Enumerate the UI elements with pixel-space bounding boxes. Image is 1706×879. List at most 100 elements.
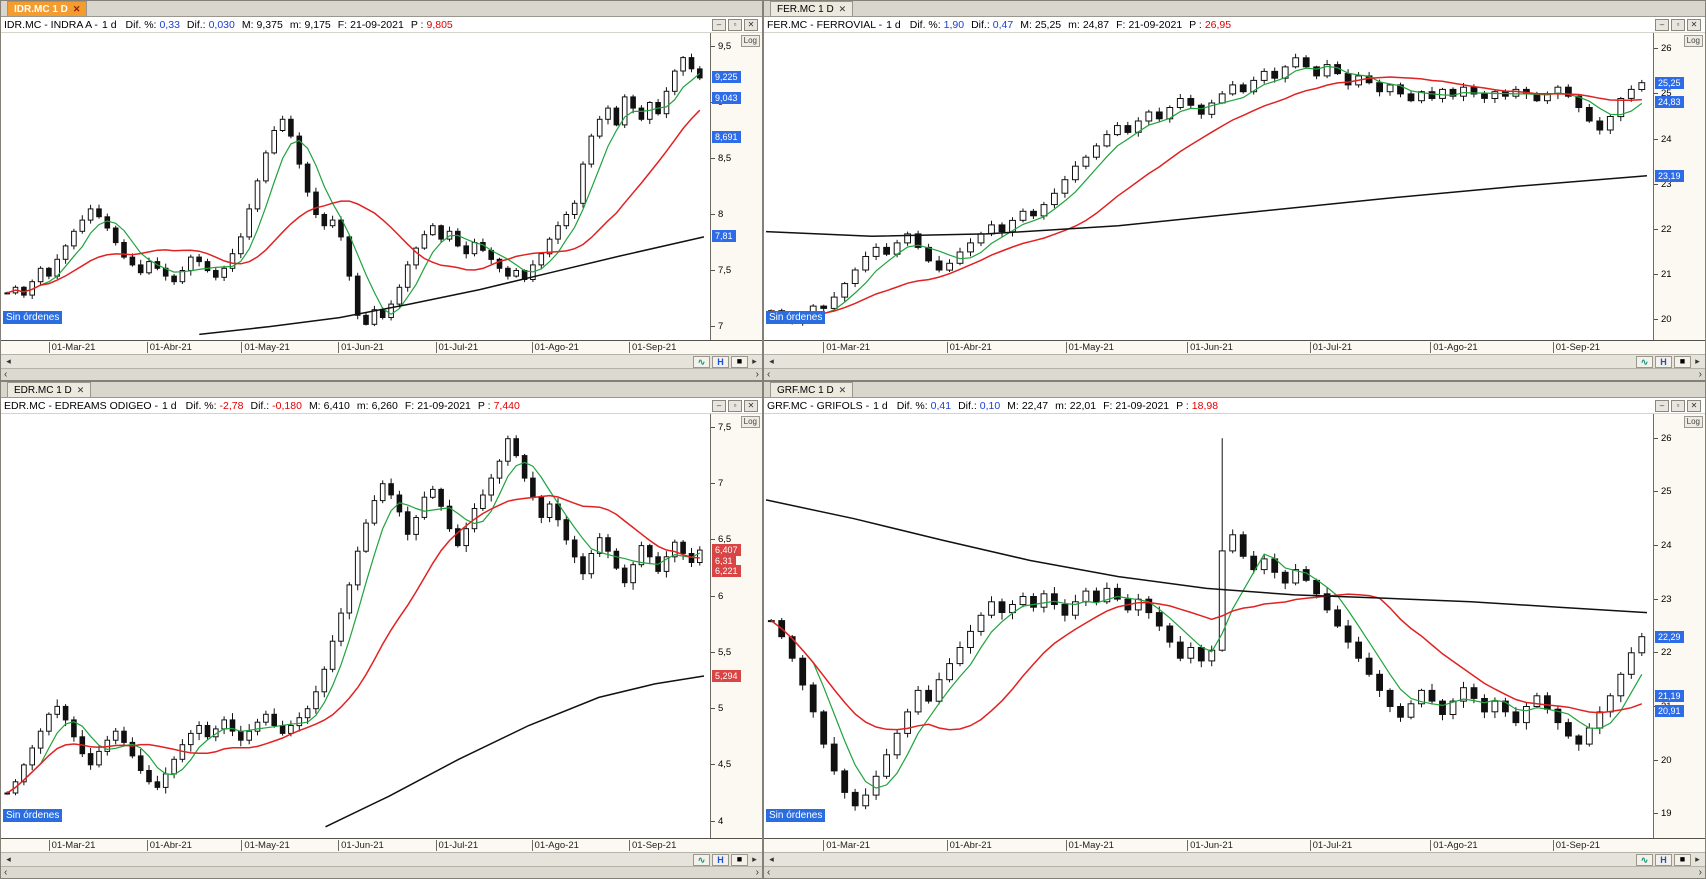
header-field-value: 21-09-2021 [350, 18, 404, 31]
black-square-icon[interactable]: ■ [1674, 355, 1691, 368]
pane-scroll-right-icon[interactable]: › [1698, 866, 1702, 878]
pane-scroll-left-icon[interactable]: ‹ [4, 368, 8, 380]
tab-idr-mc[interactable]: IDR.MC 1 D ✕ [7, 1, 88, 16]
scroll-right-icon[interactable]: ▸ [752, 356, 757, 366]
chart-pane-edr: EDR.MC 1 D ✕ EDR.MC - EDREAMS ODIGEO - 1… [0, 381, 763, 879]
tab-edr-mc[interactable]: EDR.MC 1 D ✕ [7, 382, 92, 397]
indicator-wave-icon[interactable]: ∿ [693, 853, 710, 866]
price-tick: 7 [711, 321, 723, 332]
date-label: 01-Jun-21 [1187, 342, 1233, 353]
time-axis[interactable]: 01-Mar-21 01-Abr-21 01-May-21 01-Jun-21 01-J… [764, 340, 1705, 354]
scroll-left-icon[interactable]: ◂ [769, 356, 774, 366]
time-axis[interactable]: 01-Mar-21 01-Abr-21 01-May-21 01-Jun-21 01-J… [1, 838, 762, 852]
maximize-button[interactable]: ▫ [1671, 18, 1685, 31]
chart-pane-grf: GRF.MC 1 D ✕ GRF.MC - GRIFOLS - 1 d Dif.… [763, 381, 1706, 879]
close-button[interactable]: ✕ [744, 18, 758, 31]
date-label: 01-Mar-21 [823, 342, 870, 353]
pane-scrollbar[interactable]: ‹ › [1, 368, 762, 380]
minimize-button[interactable]: – [712, 399, 726, 412]
price-tick: 22 [1654, 224, 1672, 235]
header-field-value: 9,375 [256, 18, 283, 31]
chart-header: IDR.MC - INDRA A - 1 d Dif. %: 0,33 Dif.: 0… [1, 17, 762, 33]
indicator-wave-icon[interactable]: ∿ [1636, 853, 1653, 866]
scroll-left-icon[interactable]: ◂ [769, 854, 774, 864]
histogram-icon[interactable]: H [712, 355, 729, 368]
close-button[interactable]: ✕ [744, 399, 758, 412]
candlestick-chart[interactable]: Sin órdenes [764, 33, 1653, 340]
date-label: 01-Mar-21 [48, 342, 95, 353]
histogram-icon[interactable]: H [1655, 355, 1672, 368]
time-axis[interactable]: 01-Mar-21 01-Abr-21 01-May-21 01-Jun-21 01-J… [764, 838, 1705, 852]
price-badge: 22,29 [1655, 631, 1684, 644]
price-axis[interactable]: Log 7,5 7 6,5 6 5,5 5 4,5 4 6,407 6,31 6,221 5,294 [710, 414, 762, 838]
price-badge: 5,294 [712, 669, 741, 682]
pane-scroll-right-icon[interactable]: › [755, 368, 759, 380]
tab-strip: GRF.MC 1 D ✕ [764, 382, 1705, 398]
date-label: 01-Sep-21 [1552, 840, 1600, 851]
tab-close-icon[interactable]: ✕ [72, 3, 81, 14]
minimize-button[interactable]: – [1655, 399, 1669, 412]
maximize-button[interactable]: ▫ [728, 18, 742, 31]
date-label: 01-May-21 [1065, 342, 1114, 353]
price-badge: 24,83 [1655, 95, 1684, 108]
date-label: 01-Mar-21 [823, 840, 870, 851]
black-square-icon[interactable]: ■ [731, 355, 748, 368]
minimize-button[interactable]: – [712, 18, 726, 31]
log-scale-button[interactable]: Log [740, 416, 760, 428]
price-axis[interactable]: Log 26 25 24 23 22 21 20 25,25 24,83 23,19 [1653, 33, 1705, 340]
maximize-button[interactable]: ▫ [1671, 399, 1685, 412]
header-field-key: P : [1189, 18, 1202, 31]
candlestick-chart[interactable]: Sin órdenes [764, 414, 1653, 838]
header-field-value: -2,78 [219, 399, 244, 412]
pane-scrollbar[interactable]: ‹ › [764, 368, 1705, 380]
no-orders-badge: Sin órdenes [3, 311, 63, 324]
histogram-icon[interactable]: H [1655, 853, 1672, 866]
log-scale-button[interactable]: Log [1683, 416, 1703, 428]
scroll-left-icon[interactable]: ◂ [6, 356, 11, 366]
tab-grf-mc[interactable]: GRF.MC 1 D ✕ [770, 382, 854, 397]
pane-scrollbar[interactable]: ‹ › [1, 866, 762, 878]
histogram-icon[interactable]: H [712, 853, 729, 866]
black-square-icon[interactable]: ■ [731, 853, 748, 866]
scroll-left-icon[interactable]: ◂ [6, 854, 11, 864]
no-orders-badge: Sin órdenes [3, 809, 63, 822]
minimize-button[interactable]: – [1655, 18, 1669, 31]
tab-fer-mc[interactable]: FER.MC 1 D ✕ [770, 1, 854, 16]
log-scale-button[interactable]: Log [1683, 35, 1703, 47]
black-square-icon[interactable]: ■ [1674, 853, 1691, 866]
header-field-key: Dif. %: [896, 399, 928, 412]
tab-close-icon[interactable]: ✕ [838, 384, 847, 395]
indicator-wave-icon[interactable]: ∿ [693, 355, 710, 368]
time-axis[interactable]: 01-Mar-21 01-Abr-21 01-May-21 01-Jun-21 01-J… [1, 340, 762, 354]
candlestick-chart[interactable]: Sin órdenes [1, 414, 710, 838]
close-button[interactable]: ✕ [1687, 399, 1701, 412]
tab-close-icon[interactable]: ✕ [838, 3, 847, 14]
pane-scroll-left-icon[interactable]: ‹ [767, 368, 771, 380]
pane-scroll-left-icon[interactable]: ‹ [767, 866, 771, 878]
pane-scrollbar[interactable]: ‹ › [764, 866, 1705, 878]
chart-scrollbar: ◂ ∿ H ■ ▸ [1, 852, 762, 866]
header-field-key: M: [308, 399, 321, 412]
maximize-button[interactable]: ▫ [728, 399, 742, 412]
scroll-right-icon[interactable]: ▸ [752, 854, 757, 864]
indicator-wave-icon[interactable]: ∿ [1636, 355, 1653, 368]
candlestick-chart[interactable]: Sin órdenes [1, 33, 710, 340]
header-field-key: m: [1068, 18, 1080, 31]
tab-close-icon[interactable]: ✕ [76, 384, 85, 395]
pane-scroll-right-icon[interactable]: › [755, 866, 759, 878]
header-field-value: 21-09-2021 [417, 399, 471, 412]
header-field-value: 0,41 [930, 399, 952, 412]
window-controls: – ▫ ✕ [712, 399, 759, 412]
pane-scroll-left-icon[interactable]: ‹ [4, 866, 8, 878]
log-scale-button[interactable]: Log [740, 35, 760, 47]
timeframe-label: 1 d [101, 18, 117, 31]
date-label: 01-Sep-21 [628, 342, 676, 353]
date-label: 01-Ago-21 [531, 840, 579, 851]
scroll-right-icon[interactable]: ▸ [1695, 356, 1700, 366]
scroll-right-icon[interactable]: ▸ [1695, 854, 1700, 864]
close-button[interactable]: ✕ [1687, 18, 1701, 31]
pane-scroll-right-icon[interactable]: › [1698, 368, 1702, 380]
price-badge: 6,31 [712, 555, 736, 568]
